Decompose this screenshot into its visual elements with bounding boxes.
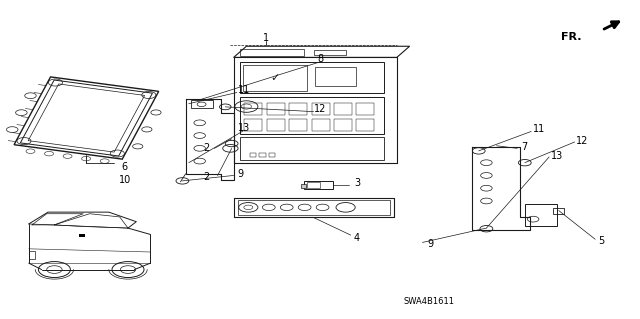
Text: 7: 7: [522, 142, 528, 152]
Bar: [240, 62, 384, 93]
Bar: [29, 251, 35, 259]
Text: 1: 1: [262, 33, 269, 43]
Text: 11: 11: [532, 124, 545, 134]
Bar: [307, 182, 320, 188]
Bar: [315, 67, 356, 86]
Text: 12: 12: [314, 104, 326, 114]
Bar: [267, 103, 285, 115]
Text: 5: 5: [598, 236, 605, 246]
Bar: [356, 103, 374, 115]
Bar: [301, 184, 306, 188]
Bar: [312, 119, 330, 131]
Bar: [356, 119, 374, 131]
Bar: [14, 77, 159, 159]
Text: 10: 10: [118, 175, 131, 185]
Bar: [240, 49, 304, 56]
Bar: [244, 119, 262, 131]
Bar: [20, 80, 152, 156]
Bar: [259, 153, 266, 157]
Bar: [240, 137, 384, 160]
Bar: [267, 119, 285, 131]
Text: 13: 13: [238, 122, 251, 133]
Text: 4: 4: [354, 233, 360, 243]
Bar: [289, 119, 307, 131]
Text: 3: 3: [354, 178, 360, 189]
Bar: [238, 200, 390, 215]
Text: ✓: ✓: [271, 73, 280, 83]
Bar: [244, 103, 262, 115]
Bar: [289, 103, 307, 115]
Text: 2: 2: [204, 143, 210, 153]
Polygon shape: [234, 46, 410, 57]
Text: 11: 11: [238, 85, 251, 95]
Bar: [250, 153, 256, 157]
Text: 9: 9: [427, 239, 433, 249]
Bar: [312, 103, 330, 115]
Text: 8: 8: [317, 54, 323, 64]
Bar: [334, 103, 352, 115]
Bar: [314, 50, 346, 55]
Text: FR.: FR.: [561, 32, 581, 42]
Bar: [269, 153, 275, 157]
Text: SWA4B1611: SWA4B1611: [403, 297, 454, 306]
Text: 6: 6: [122, 161, 128, 172]
Text: 13: 13: [550, 151, 563, 161]
Bar: [304, 181, 333, 189]
Bar: [334, 119, 352, 131]
Bar: [191, 100, 213, 108]
Bar: [243, 65, 307, 91]
Bar: [553, 208, 564, 214]
Bar: [28, 84, 145, 152]
Text: 9: 9: [237, 169, 243, 179]
Bar: [525, 204, 557, 226]
Bar: [240, 97, 384, 134]
Text: 2: 2: [204, 172, 210, 182]
Bar: [79, 234, 85, 237]
Text: 12: 12: [576, 136, 589, 146]
